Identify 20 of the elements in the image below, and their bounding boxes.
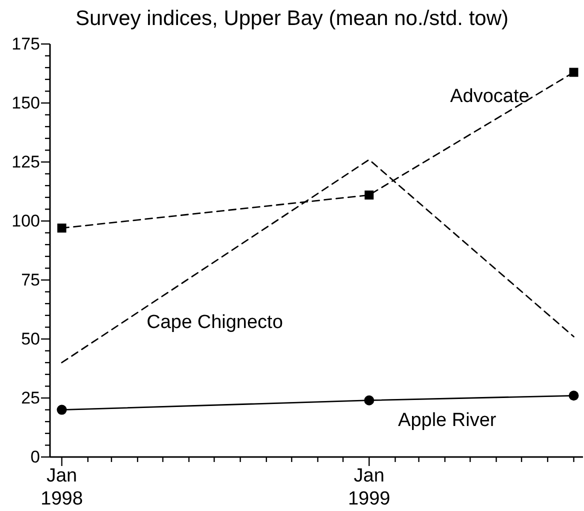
- point: [568, 390, 579, 401]
- y-tick-label: 50: [21, 330, 40, 348]
- y-tick-label: 125: [12, 152, 40, 172]
- series-label: Advocate: [450, 86, 530, 107]
- x-tick-label: Jan 1998: [40, 466, 83, 510]
- y-tick-label: 175: [12, 34, 40, 54]
- x-tick-label: Jan 1999: [348, 466, 390, 510]
- chart-title: Survey indices, Upper Bay (mean no./std. tow): [74, 6, 510, 32]
- y-tick-label: 150: [12, 94, 40, 112]
- point: [57, 224, 66, 233]
- y-tick-label: 0: [30, 448, 40, 466]
- y-tick-label: 100: [12, 212, 40, 230]
- point: [364, 395, 374, 406]
- series-label: Cape Chignecto: [146, 312, 283, 334]
- point: [56, 404, 67, 415]
- y-tick-label: 75: [21, 270, 40, 290]
- y-tick-label: 25: [21, 388, 40, 408]
- point: [569, 68, 578, 77]
- point: [364, 190, 374, 200]
- series-label: Apple River: [398, 410, 497, 431]
